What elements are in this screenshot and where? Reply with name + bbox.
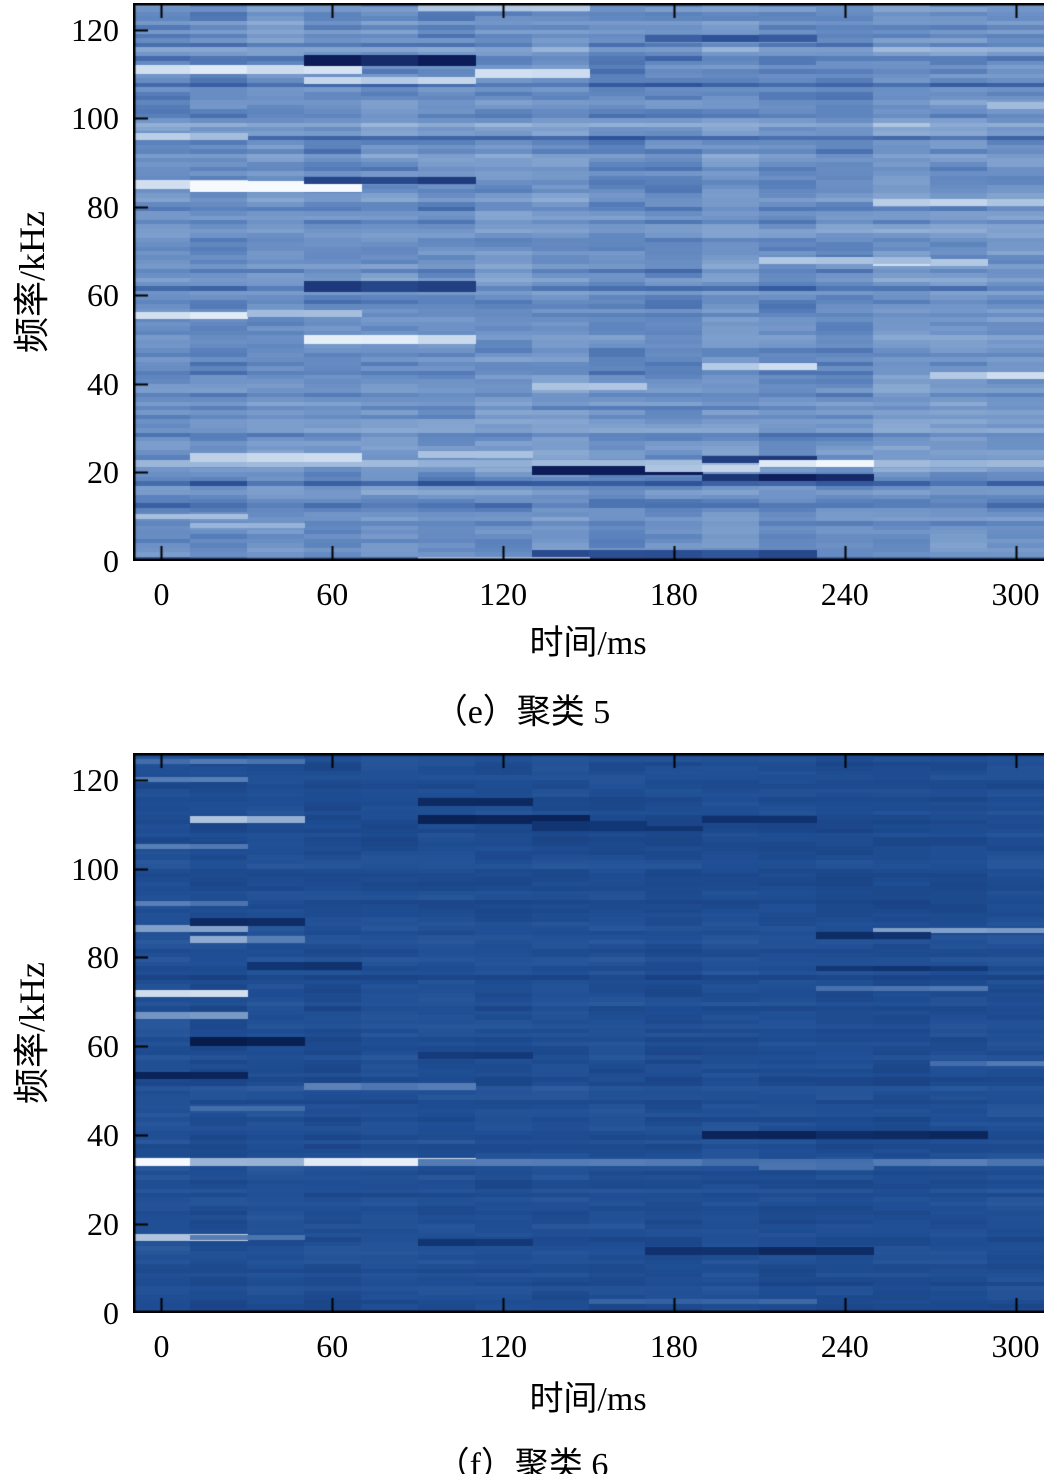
x-axis-title-panel-f: 时间/ms: [529, 1381, 647, 1418]
y-tick-label: 40: [87, 1117, 119, 1154]
y-tick-label: 80: [87, 939, 119, 976]
x-tick-label: 60: [316, 576, 349, 612]
y-tick-label: 100: [71, 850, 119, 887]
panel-caption-e: （e）聚类 5: [433, 694, 611, 731]
x-tick-label: 60: [316, 1328, 349, 1364]
y-tick-label: 60: [87, 277, 119, 314]
x-tick-label: 300: [991, 1328, 1040, 1364]
plot-area-panel-f: [133, 753, 1044, 1313]
y-tick-label: 120: [71, 11, 119, 48]
panel-caption-f: （f）聚类 6: [435, 1447, 609, 1474]
x-tick-label: 0: [153, 1328, 170, 1364]
heatmap-canvas-panel-f: [133, 753, 1044, 1313]
y-tick-label: 100: [71, 100, 119, 137]
x-tick-label: 120: [479, 1328, 528, 1364]
x-tick-label: 240: [820, 576, 869, 612]
plot-area-panel-e: [133, 3, 1044, 561]
y-tick-label: 0: [103, 543, 119, 579]
y-tick-label: 60: [87, 1028, 119, 1065]
x-tick-label: 240: [820, 1328, 869, 1364]
x-tick-label: 120: [479, 576, 528, 612]
x-tick-label: 300: [991, 576, 1040, 612]
y-tick-label: 20: [87, 454, 119, 491]
y-tick-label: 120: [71, 761, 119, 798]
y-tick-label: 20: [87, 1206, 119, 1243]
x-tick-label: 180: [649, 1328, 698, 1364]
x-tick-label: 180: [649, 576, 698, 612]
x-tick-label: 0: [153, 576, 170, 612]
y-tick-label: 0: [103, 1295, 119, 1331]
x-axis-title-panel-e: 时间/ms: [529, 625, 647, 662]
heatmap-canvas-panel-e: [133, 3, 1044, 561]
y-tick-label: 80: [87, 188, 119, 225]
y-tick-label: 40: [87, 365, 119, 402]
